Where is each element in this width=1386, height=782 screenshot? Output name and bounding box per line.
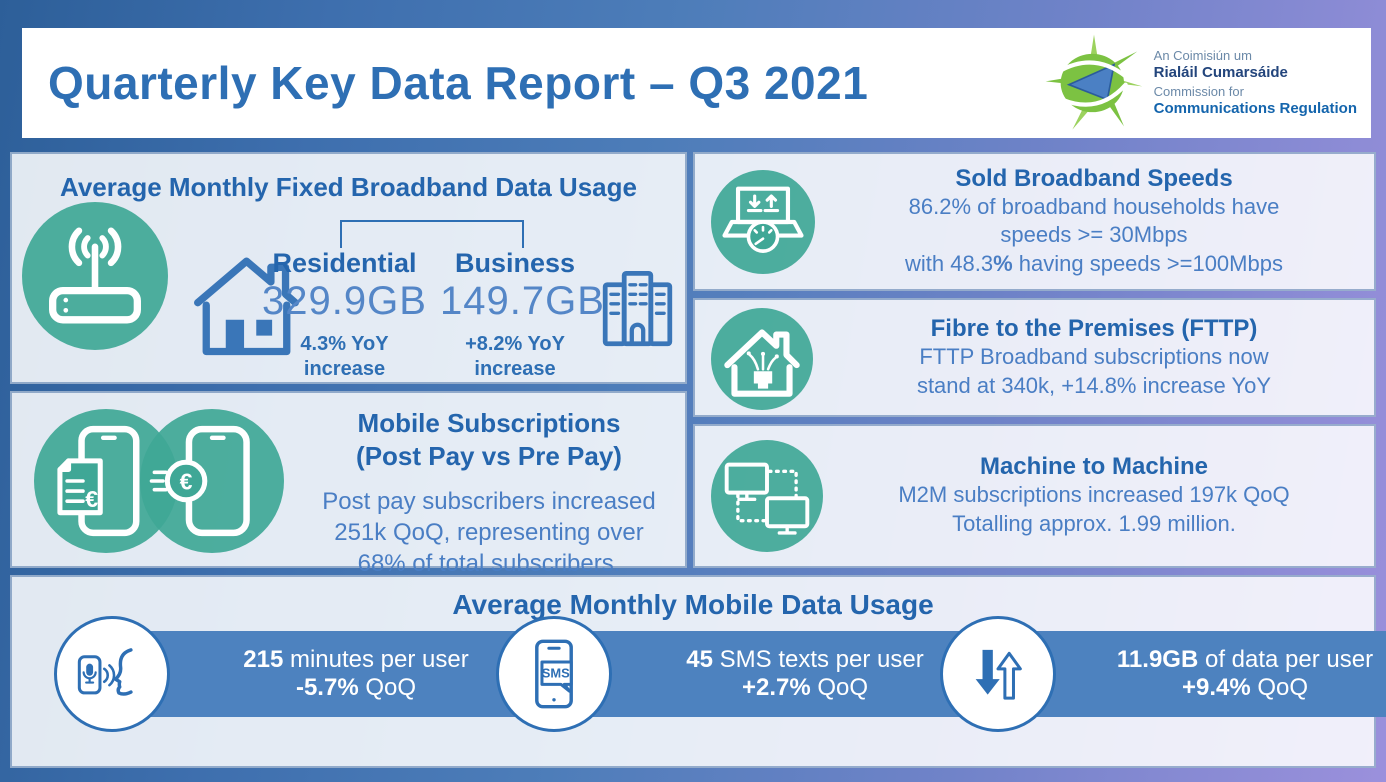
mobile-subscriptions-title-line1: Mobile Subscriptions	[357, 408, 621, 438]
minutes-label: minutes per user	[283, 646, 469, 673]
m2m-title: Machine to Machine	[979, 453, 1209, 481]
m2m-line2: Totalling approx. 1.99 million.	[952, 511, 1236, 536]
fttp-line1: FTTP Broadband subscriptions now	[919, 343, 1269, 369]
bracket-connector	[340, 220, 524, 248]
residential-change-line1: 4.3% YoY	[300, 333, 389, 355]
mobile-usage-title: Average Monthly Mobile Data Usage	[452, 589, 934, 620]
machine-to-machine-icon	[711, 440, 823, 552]
sms-value: 45	[686, 646, 713, 673]
minutes-change: -5.7%	[295, 674, 359, 701]
sms-change: +2.7%	[741, 674, 811, 701]
sms-bubble-label: SMS	[542, 665, 570, 680]
minutes-bar: 215 minutes per user -5.7% QoQ	[112, 631, 530, 717]
logo-irish-bold: Rialáil Cumarsáide	[1153, 63, 1288, 81]
data-bar: 11.9GB of data per user +9.4% QoQ	[999, 631, 1386, 717]
logo-english-bold: Communications Regulation	[1153, 99, 1357, 117]
router-icon	[22, 202, 168, 350]
minutes-change-suffix: QoQ	[358, 674, 417, 701]
sold-speeds-line3: with 48.3% having speeds >=100Mbps	[830, 250, 1358, 279]
speed-laptop-icon	[711, 170, 815, 274]
business-change: +8.2% YoY increase	[440, 332, 590, 382]
comreg-logo-text: An Coimisiún um Rialáil Cumarsáide Commi…	[1153, 47, 1357, 117]
residential-change-line2: increase	[303, 358, 386, 380]
residential-column: Residential 329.9GB 4.3% YoY increase	[262, 248, 427, 382]
minutes-line1: 215 minutes per user	[182, 646, 530, 674]
sold-speeds-line3-pre: with 48.3	[905, 250, 994, 276]
prepay-phone-icon: €	[140, 409, 284, 553]
sold-speeds-line2: speeds >= 30Mbps	[1000, 222, 1188, 248]
sms-change-suffix: QoQ	[810, 674, 869, 701]
sms-line2: +2.7% QoQ	[624, 674, 986, 702]
logo-irish-small: An Coimisiún um	[1153, 47, 1252, 63]
comreg-globe-icon	[1044, 33, 1144, 133]
office-building-icon	[590, 252, 685, 367]
sold-speeds-text: Sold Broadband Speeds 86.2% of broadband…	[830, 154, 1358, 289]
sms-line1: 45 SMS texts per user	[624, 646, 986, 674]
data-line1: 11.9GB of data per user	[1069, 646, 1386, 674]
data-label: of data per user	[1198, 646, 1374, 673]
page-title: Quarterly Key Data Report – Q3 2021	[48, 57, 869, 109]
sold-speeds-body: 86.2% of broadband households have speed…	[830, 193, 1358, 279]
mobile-subscriptions-text: Mobile Subscriptions (Post Pay vs Pre Pa…	[307, 407, 671, 580]
fixed-broadband-title: Average Monthly Fixed Broadband Data Usa…	[60, 172, 637, 202]
logo-english-small: Commission for	[1153, 84, 1244, 99]
sms-label-text: SMS texts per user	[712, 646, 924, 673]
euro-on-coin: €	[180, 469, 193, 495]
fixed-broadband-panel: Average Monthly Fixed Broadband Data Usa…	[10, 152, 687, 384]
m2m-line1: M2M subscriptions increased 197k QoQ	[898, 482, 1290, 508]
mobile-subscriptions-body: Post pay subscribers increased 251k QoQ,…	[322, 488, 656, 578]
euro-on-bill: €	[85, 486, 98, 512]
sold-speeds-line3-post: having speeds >=100Mbps	[1012, 250, 1283, 276]
sms-icon: SMS	[496, 616, 612, 732]
business-column: Business 149.7GB +8.2% YoY increase	[440, 248, 605, 382]
minutes-value: 215	[243, 646, 284, 673]
business-change-line1: +8.2% YoY	[465, 333, 565, 355]
business-label: Business	[454, 248, 576, 278]
residential-label: Residential	[272, 248, 417, 278]
fttp-body: FTTP Broadband subscriptions now stand a…	[830, 343, 1358, 400]
sold-speeds-title: Sold Broadband Speeds	[955, 164, 1233, 192]
business-change-line2: increase	[474, 358, 556, 380]
residential-value: 329.9GB	[262, 279, 427, 323]
fibre-house-icon	[711, 308, 813, 410]
header-bar: Quarterly Key Data Report – Q3 2021	[22, 28, 1371, 138]
data-change: +9.4%	[1181, 674, 1251, 701]
m2m-body: M2M subscriptions increased 197k QoQ Tot…	[830, 481, 1358, 538]
business-value: 149.7GB	[440, 279, 605, 323]
sold-speeds-line3-bold: %	[993, 250, 1013, 276]
data-line2: +9.4% QoQ	[1069, 674, 1386, 702]
mobile-subscriptions-title: Mobile Subscriptions (Post Pay vs Pre Pa…	[307, 407, 671, 472]
sms-bar: 45 SMS texts per user +2.7% QoQ	[554, 631, 986, 717]
voice-call-icon	[54, 616, 170, 732]
m2m-panel: Machine to Machine M2M subscriptions inc…	[693, 424, 1376, 568]
residential-change: 4.3% YoY increase	[262, 332, 427, 382]
minutes-line2: -5.7% QoQ	[182, 674, 530, 702]
mobile-subscriptions-title-line2: (Post Pay vs Pre Pay)	[356, 440, 622, 471]
house-icon	[184, 249, 309, 371]
sold-speeds-line1: 86.2% of broadband households have	[908, 193, 1280, 219]
data-value: 11.9GB	[1116, 646, 1199, 673]
fttp-text: Fibre to the Premises (FTTP) FTTP Broadb…	[830, 300, 1358, 415]
m2m-text: Machine to Machine M2M subscriptions inc…	[830, 426, 1358, 566]
download-upload-arrows-icon	[940, 616, 1056, 732]
fttp-line2: stand at 340k, +14.8% increase YoY	[916, 372, 1272, 398]
mobile-subscriptions-panel: € € Mobile S	[10, 391, 687, 577]
mobile-usage-panel: Average Monthly Mobile Data Usage 215 mi…	[10, 575, 1386, 768]
fttp-panel: Fibre to the Premises (FTTP) FTTP Broadb…	[693, 298, 1376, 417]
fttp-title: Fibre to the Premises (FTTP)	[930, 314, 1258, 342]
data-change-suffix: QoQ	[1250, 674, 1309, 701]
sold-speeds-panel: Sold Broadband Speeds 86.2% of broadband…	[693, 152, 1376, 291]
comreg-logo: An Coimisiún um Rialáil Cumarsáide Commi…	[1044, 33, 1357, 133]
